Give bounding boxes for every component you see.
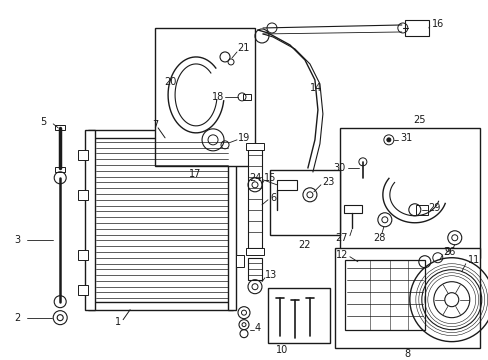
Text: 7: 7 [152,120,158,130]
Text: 10: 10 [275,345,287,355]
Bar [55,125,65,130]
Text: 12: 12 [335,250,347,260]
Circle shape [386,138,390,142]
Text: 11: 11 [467,255,479,265]
Text: 24: 24 [249,173,262,183]
Text: 3: 3 [14,235,20,245]
Bar [243,94,250,100]
Bar [227,130,236,310]
Bar [245,143,264,150]
Bar [85,130,95,310]
Bar [334,248,479,348]
Text: 18: 18 [211,92,224,102]
Bar [88,130,233,138]
Bar [247,148,262,248]
Bar [155,28,254,166]
Bar [344,260,424,330]
Text: 14: 14 [309,83,322,93]
Bar [415,205,427,215]
Bar [343,205,361,213]
Text: 16: 16 [431,19,443,29]
Bar [269,170,339,235]
Text: 26: 26 [443,247,455,257]
Bar [55,167,65,172]
Bar [276,180,296,190]
Bar [404,20,428,36]
Bar [247,258,262,280]
Bar [245,248,264,255]
Text: 13: 13 [264,270,277,280]
Bar [78,150,88,160]
Text: 6: 6 [269,193,276,203]
Bar [78,285,88,295]
Text: 30: 30 [333,163,345,173]
Text: 29: 29 [427,203,439,213]
Bar [236,255,244,267]
Text: 27: 27 [335,233,347,243]
Bar [78,190,88,200]
Text: 21: 21 [237,43,249,53]
Bar [88,302,233,310]
Text: 5: 5 [40,117,46,127]
Text: 25: 25 [413,115,425,125]
Text: 1: 1 [115,317,121,327]
Bar [78,250,88,260]
Text: 20: 20 [164,77,176,87]
Text: 17: 17 [188,169,201,179]
Text: 8: 8 [404,348,410,359]
Text: 28: 28 [373,233,385,243]
Bar [267,288,329,343]
Text: 9: 9 [444,247,450,257]
Text: 23: 23 [321,177,334,187]
Text: 22: 22 [298,240,310,250]
Text: 31: 31 [399,133,411,143]
Text: 15: 15 [264,173,276,183]
Bar [339,128,479,258]
Text: 4: 4 [254,323,261,333]
Text: 2: 2 [14,313,20,323]
Text: 19: 19 [238,133,250,143]
